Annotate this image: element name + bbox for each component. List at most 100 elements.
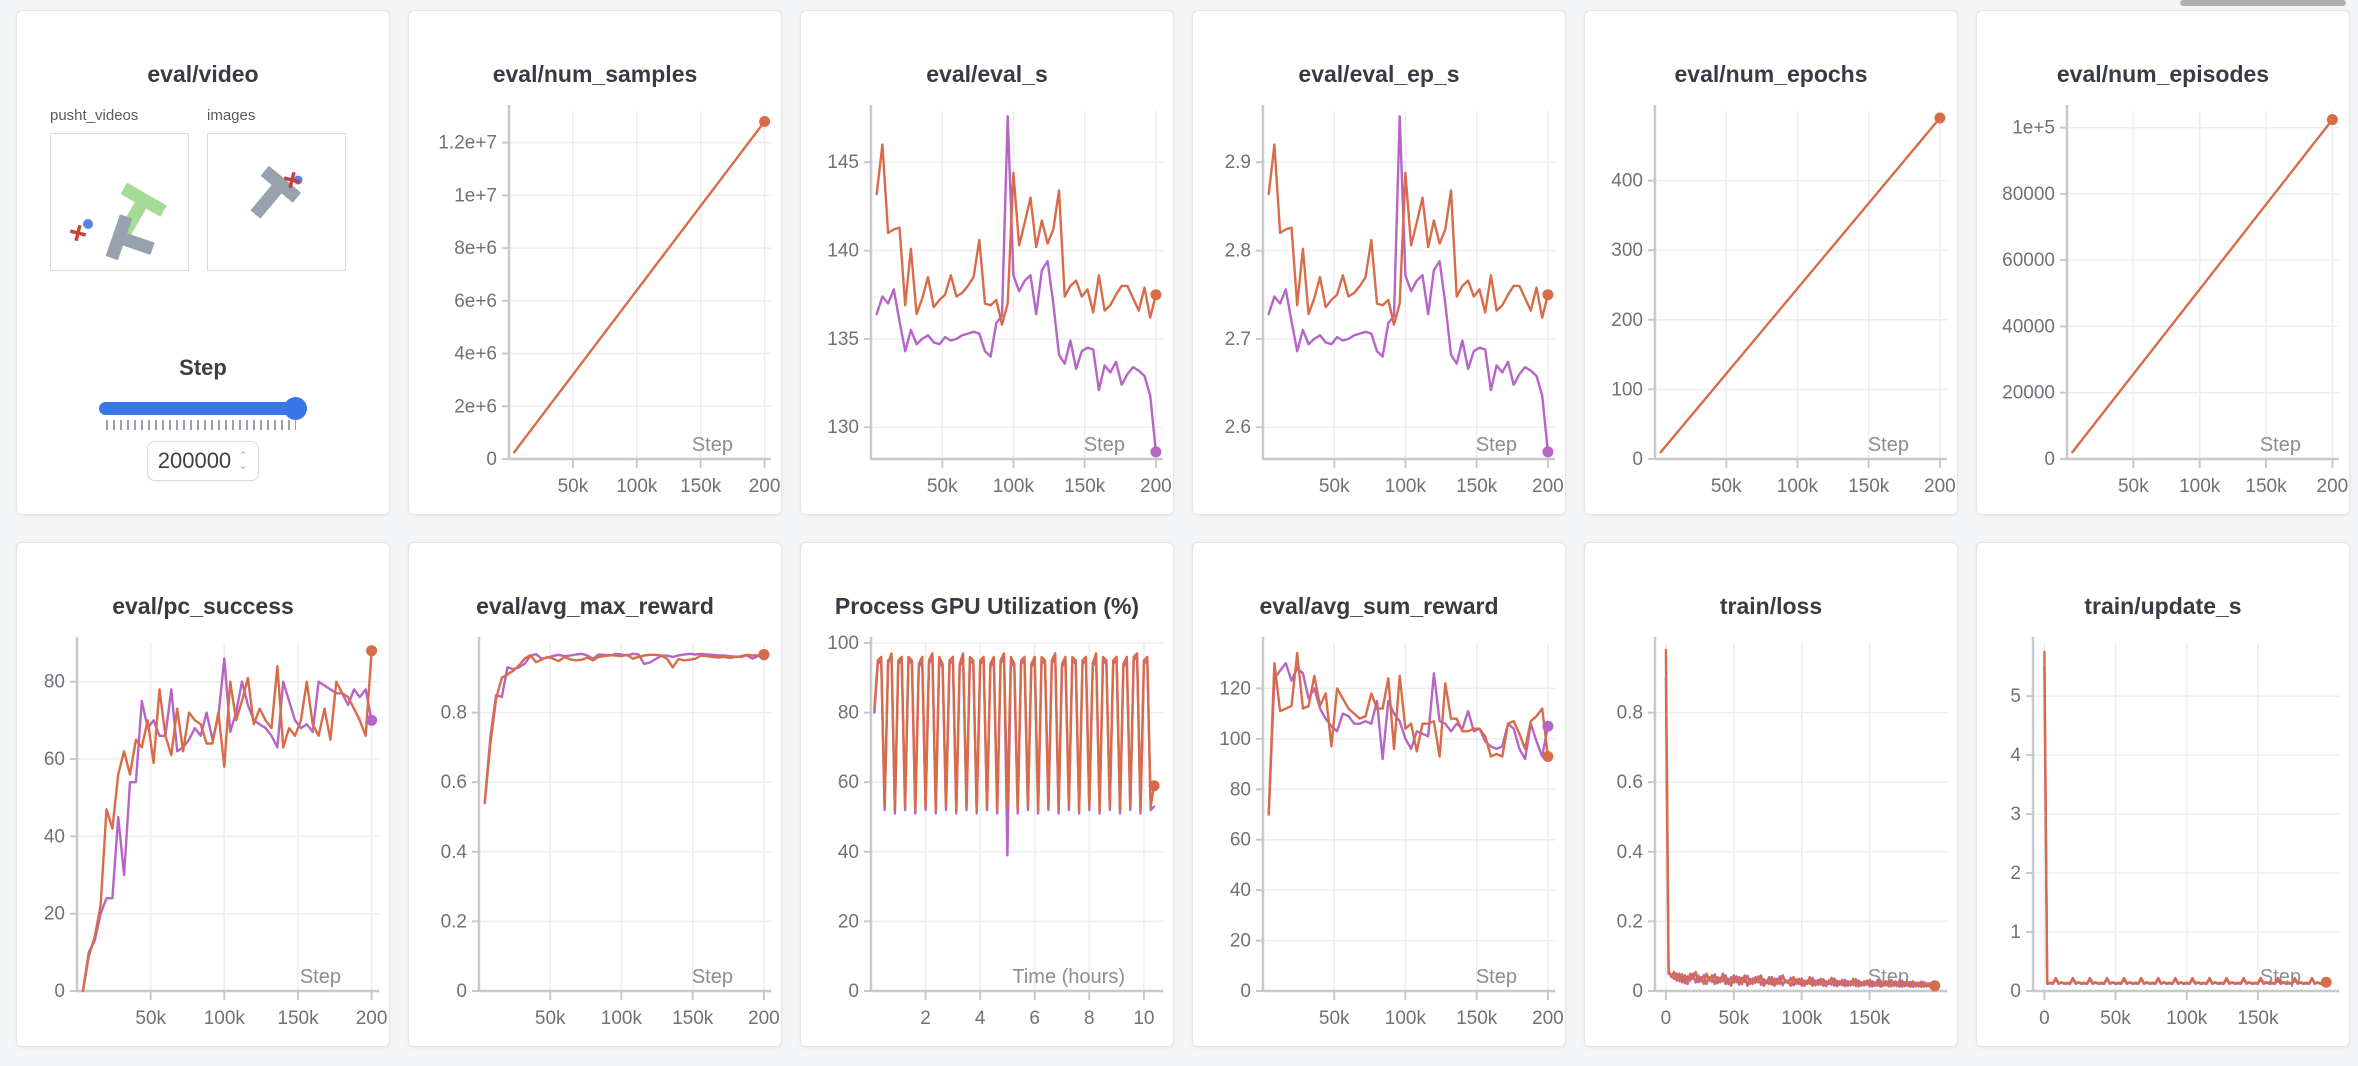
x-tick-label: 10 — [1133, 1008, 1154, 1029]
chart-canvas[interactable]: 50k 100k 150k 200 130 135 140 145 Step — [801, 11, 1175, 516]
y-tick-label: 100 — [1219, 729, 1251, 750]
x-axis-title: Time (hours) — [1012, 966, 1125, 988]
series-end-dot-orange — [366, 645, 378, 657]
y-tick-label: 60 — [1230, 830, 1251, 851]
chart-canvas[interactable]: 50k 100k 150k 200 0 2e+6 4e+6 6e+6 8e+6 1e+7 1.2e+… — [409, 11, 783, 516]
x-tick-label: 200 — [749, 476, 781, 497]
y-tick-label: 4e+6 — [454, 344, 497, 365]
series-line-orange — [2043, 650, 2328, 985]
chart-canvas[interactable]: 50k 100k 150k 200 0 20 40 60 80 100 120 Step — [1193, 543, 1567, 1048]
y-tick-label: 0 — [456, 981, 467, 1002]
video-thumbnail-pusht[interactable] — [50, 133, 189, 271]
chart-panel-train-loss[interactable]: train/loss 0 50k 100k 150k 0 0.2 0.4 0.6 0.8 Step — [1584, 542, 1958, 1047]
image-thumbnail[interactable] — [207, 133, 346, 271]
x-tick-label: 4 — [975, 1008, 986, 1029]
x-tick-label: 100k — [1777, 476, 1819, 497]
y-tick-label: 100 — [827, 633, 859, 654]
chart-panel-eval-eval-ep-s[interactable]: eval/eval_ep_s 50k 100k 150k 200 2.6 2.7 2.8 2.9… — [1192, 10, 1566, 515]
x-tick-label: 100k — [2166, 1008, 2208, 1029]
series-line-purple — [483, 652, 766, 805]
series-line-purple — [1267, 115, 1550, 454]
series-end-dot-orange — [2320, 976, 2332, 988]
y-tick-label: 0 — [54, 981, 65, 1002]
y-tick-label: 0.4 — [441, 842, 468, 863]
x-tick-label: 50k — [1711, 476, 1742, 497]
x-tick-label: 150k — [2237, 1008, 2279, 1029]
x-tick-label: 100k — [1385, 476, 1427, 497]
chart-canvas[interactable]: 50k 100k 150k 200 0 0.2 0.4 0.6 0.8 Step — [409, 543, 783, 1048]
step-slider[interactable] — [99, 397, 307, 430]
x-tick-label: 100k — [601, 1008, 643, 1029]
y-tick-label: 6e+6 — [454, 291, 497, 312]
chart-panel-process-gpu-utilization[interactable]: Process GPU Utilization (%) 2 4 6 8 10 0 20 40 60… — [800, 542, 1174, 1047]
x-tick-label: 50k — [2100, 1008, 2131, 1029]
panel-eval-video[interactable]: eval/video pusht_videos — [16, 10, 390, 515]
chart-title: train/loss — [1719, 593, 1823, 619]
x-axis-title: Step — [2260, 434, 2301, 456]
chevron-up-icon[interactable]: ⌃ — [238, 449, 249, 463]
x-tick-label: 6 — [1029, 1008, 1040, 1029]
x-tick-label: 2 — [920, 1008, 931, 1029]
chart-canvas[interactable]: 50k 100k 150k 200 0 100 200 300 400 Step — [1585, 11, 1959, 516]
y-tick-label: 0.2 — [1617, 911, 1643, 932]
y-tick-label: 4 — [2010, 745, 2021, 766]
y-tick-label: 1.2e+7 — [438, 133, 497, 154]
chart-title: eval/num_samples — [492, 61, 698, 87]
y-tick-label: 100 — [1611, 379, 1643, 400]
chart-title: eval/num_episodes — [2056, 61, 2270, 87]
series-line-orange — [483, 653, 766, 805]
chart-canvas[interactable]: 50k 100k 150k 200 0 20000 40000 60000 80000 1e+5 S… — [1977, 11, 2351, 516]
y-tick-label: 0.4 — [1617, 842, 1644, 863]
x-tick-label: 0 — [1661, 1008, 1672, 1029]
y-tick-label: 2.8 — [1225, 241, 1251, 262]
x-tick-label: 200 — [748, 1008, 780, 1029]
y-tick-label: 1e+5 — [2012, 118, 2055, 139]
chevron-down-icon[interactable]: ⌄ — [238, 458, 249, 472]
chart-canvas[interactable]: 50k 100k 150k 200 2.6 2.7 2.8 2.9 Step — [1193, 11, 1567, 516]
chart-panel-eval-pc-success[interactable]: eval/pc_success 50k 100k 150k 200 0 20 40 60 80 St… — [16, 542, 390, 1047]
x-tick-label: 200 — [356, 1008, 388, 1029]
image-preview — [250, 166, 303, 219]
y-tick-label: 40 — [44, 826, 65, 847]
series-end-dot-orange — [1150, 289, 1162, 301]
chart-panel-eval-num-epochs[interactable]: eval/num_epochs 50k 100k 150k 200 0 100 200 300 4… — [1584, 10, 1958, 515]
chart-panel-eval-avg-max-reward[interactable]: eval/avg_max_reward 50k 100k 150k 200 0 0.2 0.4… — [408, 542, 782, 1047]
target-cross — [283, 171, 301, 189]
step-input[interactable]: 200000 ⌃ ⌄ — [147, 441, 259, 481]
y-tick-label: 120 — [1219, 678, 1251, 699]
y-tick-label: 5 — [2010, 686, 2021, 707]
x-tick-label: 150k — [1849, 1008, 1891, 1029]
chart-panel-eval-num-episodes[interactable]: eval/num_episodes 50k 100k 150k 200 0 20000 400… — [1976, 10, 2350, 515]
x-tick-label: 50k — [927, 476, 958, 497]
y-tick-label: 0 — [2010, 981, 2021, 1002]
stepper-arrows[interactable]: ⌃ ⌄ — [238, 449, 249, 472]
chart-panel-eval-num-samples[interactable]: eval/num_samples 50k 100k 150k 200 0 2e+6 4e+6 6… — [408, 10, 782, 515]
y-tick-label: 2.6 — [1225, 417, 1251, 438]
y-tick-label: 2.7 — [1225, 329, 1251, 350]
y-tick-label: 145 — [827, 152, 859, 173]
y-tick-label: 130 — [827, 417, 859, 438]
series-line-orange — [875, 143, 1158, 326]
y-tick-label: 80000 — [2002, 184, 2055, 205]
slider-track[interactable] — [99, 397, 307, 420]
y-tick-label: 0 — [1632, 981, 1643, 1002]
chart-panel-train-update-s[interactable]: train/update_s 0 50k 100k 150k 0 1 2 3 4 5 Step — [1976, 542, 2350, 1047]
x-tick-label: 100k — [1385, 1008, 1427, 1029]
media-thumbnails: pusht_videos — [50, 107, 346, 271]
x-tick-label: 50k — [1718, 1008, 1749, 1029]
chart-title: eval/pc_success — [112, 593, 294, 619]
series-line-purple — [1267, 661, 1550, 816]
step-value: 200000 — [157, 448, 232, 473]
slider-thumb[interactable] — [284, 397, 307, 420]
series-end-dot-orange — [1542, 289, 1554, 301]
series-end-dot-orange — [1929, 980, 1941, 992]
chart-panel-eval-eval-s[interactable]: eval/eval_s 50k 100k 150k 200 130 135 140 145 Ste… — [800, 10, 1174, 515]
chart-panel-eval-avg-sum-reward[interactable]: eval/avg_sum_reward 50k 100k 150k 200 0 20 40 60… — [1192, 542, 1566, 1047]
x-tick-label: 150k — [277, 1008, 319, 1029]
pusht-video-preview — [69, 183, 167, 260]
chart-canvas[interactable]: 50k 100k 150k 200 0 20 40 60 80 Step — [17, 543, 391, 1048]
scrollbar-thumb[interactable] — [2180, 0, 2346, 6]
